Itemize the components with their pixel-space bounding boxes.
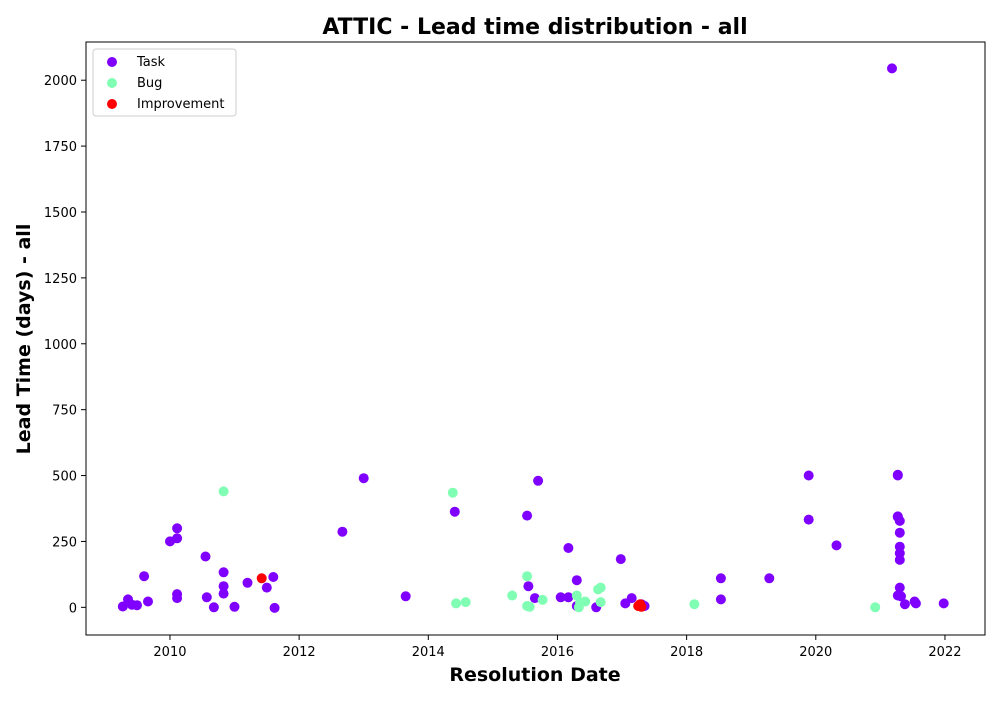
data-point-bug [447, 487, 458, 498]
legend-marker-improvement [107, 99, 117, 109]
x-tick-label: 2010 [153, 645, 186, 660]
data-point-task [201, 592, 212, 603]
data-point-task [615, 554, 626, 565]
data-point-task [269, 602, 280, 613]
data-point-task [803, 514, 814, 525]
data-point-task [229, 601, 240, 612]
data-point-task [261, 582, 272, 593]
data-point-task [715, 594, 726, 605]
data-point-task [218, 581, 229, 592]
data-point-task [571, 575, 582, 586]
y-tick-label: 250 [52, 535, 77, 550]
x-tick-label: 2018 [670, 645, 703, 660]
y-tick-label: 0 [69, 601, 77, 616]
data-point-task [139, 571, 150, 582]
legend-box [92, 48, 237, 117]
data-point-task [172, 533, 183, 544]
data-point-task [831, 540, 842, 551]
data-point-task [803, 470, 814, 481]
data-point-task [400, 591, 411, 602]
data-point-task [268, 572, 279, 582]
legend-label-bug: Bug [137, 76, 162, 91]
x-tick-label: 2012 [283, 645, 316, 660]
data-point-task [218, 588, 229, 599]
legend: Task Bug Improvement [92, 48, 237, 117]
data-point-task [563, 543, 574, 553]
data-point-task [894, 582, 905, 593]
y-tick-label: 1750 [44, 140, 77, 155]
data-point-bug [595, 582, 606, 593]
data-point-task [449, 506, 460, 517]
data-point-task [715, 573, 726, 584]
x-tick-label: 2016 [541, 645, 574, 660]
data-point-bug [537, 594, 548, 605]
data-point-task [894, 554, 905, 565]
data-point-task [894, 515, 905, 526]
y-tick-label: 2000 [44, 74, 77, 89]
data-point-bug [595, 597, 606, 608]
data-point-task [533, 475, 544, 486]
data-point-task [172, 593, 183, 604]
data-point-task [358, 473, 369, 484]
data-point-task [892, 470, 903, 481]
data-point-task [172, 523, 183, 534]
data-point-task [529, 593, 540, 604]
data-point-task [200, 551, 211, 562]
data-point-task [894, 527, 905, 538]
data-point-task [522, 510, 533, 521]
y-tick-label: 1500 [44, 206, 77, 221]
data-point-task [218, 567, 229, 578]
data-point-task [242, 577, 253, 588]
data-point-improvement [636, 601, 647, 612]
x-tick-label: 2020 [799, 645, 832, 660]
y-tick-label: 500 [52, 470, 77, 485]
chart-title: ATTIC - Lead time distribution - all [322, 15, 747, 40]
data-point-task [523, 581, 534, 592]
data-point-task [899, 599, 910, 610]
data-point-task [132, 600, 142, 611]
data-point-task [887, 63, 897, 74]
data-point-bug [460, 597, 471, 608]
data-point-task [910, 598, 921, 609]
y-tick-label: 1250 [44, 272, 77, 287]
x-tick-label: 2014 [412, 645, 445, 660]
y-axis-title: Lead Time (days) - all [13, 224, 35, 455]
x-axis-title: Resolution Date [449, 664, 620, 686]
data-point-task [938, 598, 949, 609]
legend-label-improvement: Improvement [137, 97, 224, 112]
data-point-task [563, 592, 574, 603]
legend-label-task: Task [136, 55, 166, 70]
legend-marker-task [107, 57, 117, 67]
data-point-bug [870, 602, 881, 613]
axes: 2010 2012 2014 2016 2018 2020 2022 0 250 500 750 10… [44, 74, 962, 660]
data-point-task [626, 593, 637, 604]
y-tick-label: 750 [52, 404, 77, 419]
data-point-bug [507, 590, 518, 601]
data-point-task [143, 596, 153, 607]
data-point-bug [580, 596, 591, 607]
data-point-task [208, 602, 219, 613]
data-point-bug [522, 571, 533, 582]
data-point-task [896, 591, 906, 602]
data-point-bug [218, 486, 229, 497]
data-point-task [555, 592, 566, 603]
x-tick-label: 2022 [928, 645, 961, 660]
data-point-bug [451, 598, 462, 609]
data-point-task [117, 601, 128, 612]
legend-marker-bug [107, 78, 117, 88]
data-points [117, 63, 949, 613]
y-tick-label: 1000 [44, 338, 77, 353]
plot-frame [85, 41, 986, 636]
data-point-task [337, 526, 348, 537]
data-point-task [764, 573, 775, 584]
data-point-bug [524, 601, 535, 612]
data-point-bug [689, 599, 700, 610]
data-point-improvement [256, 573, 267, 584]
